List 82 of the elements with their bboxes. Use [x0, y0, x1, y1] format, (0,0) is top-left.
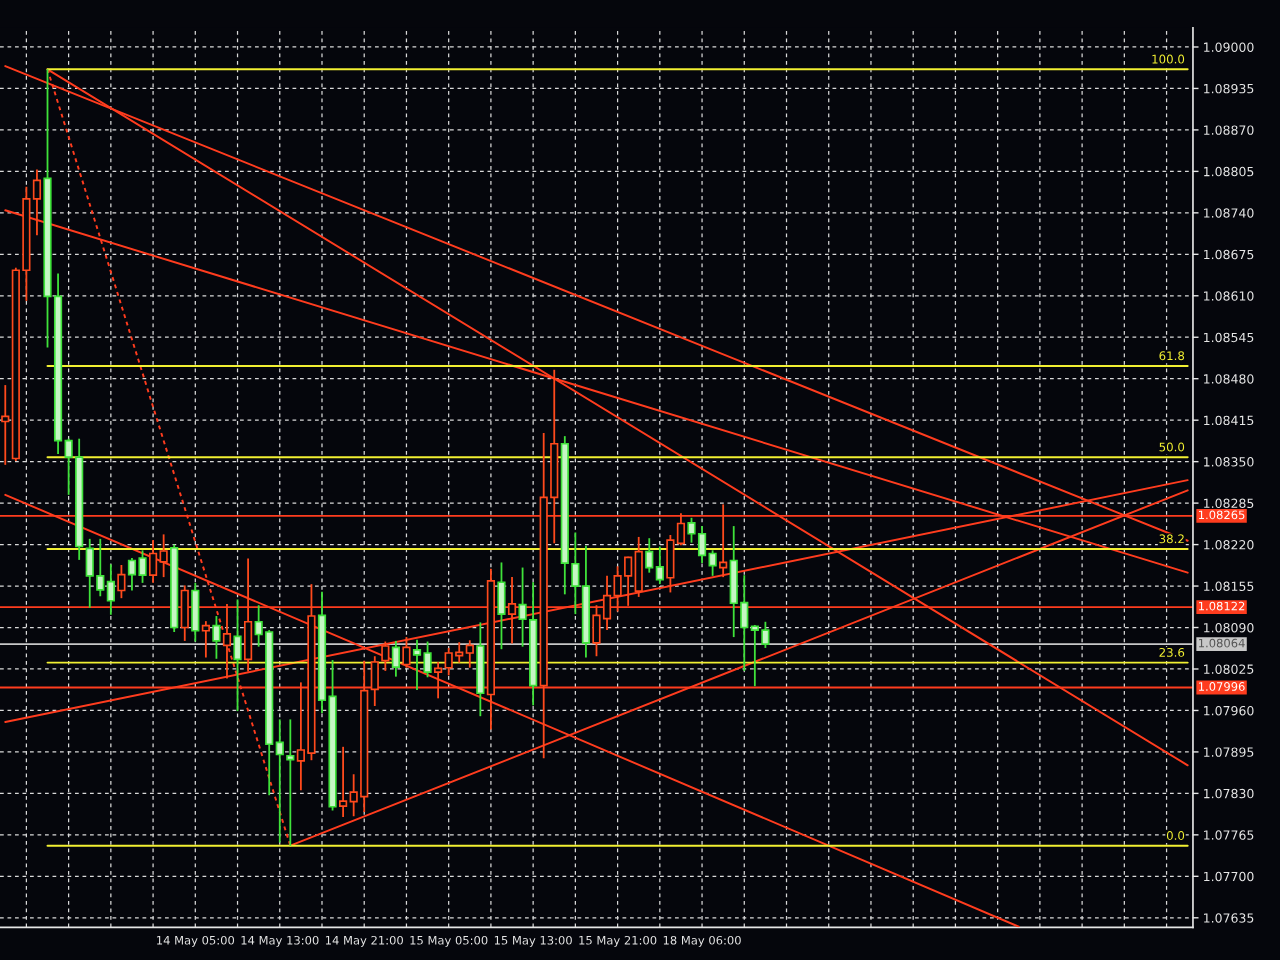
candlestick: [32, 168, 42, 237]
y-tick-label: 1.08740: [1204, 208, 1254, 218]
y-tick-label: 1.07635: [1204, 913, 1254, 923]
y-tick-label: 1.08415: [1204, 415, 1254, 426]
y-tick-label: 1.07700: [1204, 871, 1254, 882]
candlestick: [444, 647, 453, 677]
candlestick: [465, 639, 474, 669]
ref-line-label: 1.08265: [1199, 510, 1245, 520]
candlestick: [222, 603, 232, 680]
candlestick: [402, 636, 411, 669]
x-tick-label: 15 May 05:00: [410, 935, 488, 947]
y-tick-label: 1.07960: [1204, 705, 1254, 716]
candlestick: [434, 661, 443, 700]
y-tick-label: 1.07830: [1204, 788, 1254, 799]
y-tick-label: 1.08675: [1204, 249, 1254, 260]
series-label: 0.0: [1166, 831, 1185, 840]
x-tick-label: 18 May 06:00: [663, 935, 741, 947]
candlestick: [655, 545, 664, 586]
candlestick: [127, 557, 137, 592]
y-tick-label: 1.08350: [1204, 457, 1254, 467]
candlestick: [507, 576, 517, 645]
candlestick: [645, 537, 654, 574]
candlestick: [286, 718, 295, 847]
y-tick-label: 1.08025: [1204, 664, 1254, 674]
candlestick: [381, 640, 390, 672]
candlestick: [613, 565, 622, 613]
x-tick-label: 15 May 13:00: [494, 935, 572, 947]
y-tick-label: 1.08805: [1204, 166, 1254, 177]
candlestick: [676, 512, 686, 547]
y-tick-label: 1.08545: [1204, 332, 1254, 343]
y-tick-label: 1.08610: [1204, 291, 1254, 301]
y-tick-label: 1.08480: [1204, 374, 1254, 384]
y-tick-label: 1.08870: [1204, 125, 1254, 135]
y-tick-label: 1.09000: [1204, 42, 1254, 52]
series-label: 100.0: [1152, 54, 1185, 64]
candlestick: [275, 718, 284, 844]
candlestick: [697, 525, 707, 564]
candlestick: [571, 531, 580, 616]
y-tick-label: 1.07765: [1204, 830, 1254, 840]
y-tick-label: 1.08220: [1204, 540, 1254, 550]
candlestick: [106, 563, 115, 616]
candlestick: [233, 598, 242, 712]
candlestick: [212, 615, 221, 660]
candlestick: [391, 640, 401, 678]
candlestick: [96, 537, 105, 598]
series-label: 61.8: [1159, 351, 1185, 361]
y-tick-label: 1.08155: [1204, 581, 1254, 591]
candlestick: [254, 604, 263, 648]
candlestick: [1, 384, 10, 466]
y-tick-label: 1.08935: [1204, 83, 1254, 94]
candlestick: [602, 574, 612, 631]
x-tick-label: 14 May 05:00: [157, 935, 235, 947]
candlestick: [349, 773, 358, 818]
y-tick-label: 1.08090: [1204, 622, 1254, 633]
candlestick: [339, 745, 348, 818]
candlestick: [687, 516, 696, 544]
y-tick-label: 1.07895: [1204, 747, 1254, 757]
candlestick: [64, 437, 73, 496]
candlestick: [148, 539, 158, 584]
ref-line-label: 1.08122: [1199, 601, 1245, 611]
candlestick: [412, 638, 422, 691]
ref-line-label: 1.08064: [1199, 638, 1245, 648]
candlestick: [159, 533, 168, 579]
candlestick: [518, 566, 527, 648]
y-tick-label: 1.08285: [1204, 498, 1254, 509]
series-label: 50.0: [1159, 442, 1185, 452]
candlestick: [719, 503, 728, 579]
series-label: 23.6: [1159, 647, 1185, 657]
x-tick-label: 14 May 21:00: [325, 935, 403, 947]
candlestick: [750, 624, 759, 688]
x-tick-label: 14 May 13:00: [241, 935, 319, 947]
candlestick: [708, 549, 717, 577]
ref-line-label: 1.07996: [1199, 682, 1245, 691]
candlestick: [624, 555, 633, 607]
candlestick: [201, 620, 210, 659]
candlestick: [761, 620, 770, 649]
candlestick: [296, 681, 305, 792]
series-label: 38.2: [1159, 534, 1184, 544]
candlestick: [117, 564, 126, 600]
candlestick: [138, 549, 147, 584]
candlestick: [423, 640, 432, 679]
x-tick-label: 15 May 21:00: [579, 935, 657, 947]
